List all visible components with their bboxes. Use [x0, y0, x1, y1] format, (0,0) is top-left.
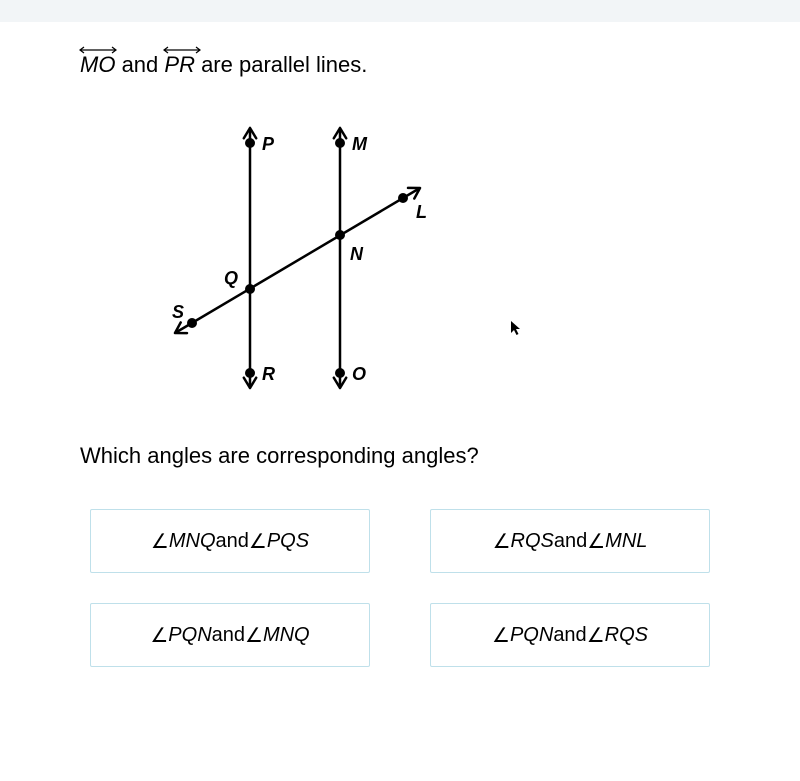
- angle-symbol: ∠: [493, 529, 511, 554]
- segment-pr: PR: [164, 48, 195, 78]
- choice-2[interactable]: ∠RQS and ∠MNL: [430, 509, 710, 573]
- intro-text: MO and PR are parallel lines.: [80, 48, 730, 78]
- angle-symbol: ∠: [151, 529, 169, 554]
- svg-text:P: P: [262, 134, 275, 154]
- angle-symbol: ∠: [150, 623, 168, 648]
- answer-choices: ∠MNQ and ∠PQS ∠RQS and ∠MNL ∠PQN and ∠MN…: [90, 509, 730, 667]
- svg-text:M: M: [352, 134, 368, 154]
- choice-3[interactable]: ∠PQN and ∠MNQ: [90, 603, 370, 667]
- choice-4[interactable]: ∠PQN and ∠RQS: [430, 603, 710, 667]
- svg-text:Q: Q: [224, 268, 238, 288]
- conj: and: [553, 624, 586, 647]
- cursor-icon: [510, 320, 522, 339]
- angle-label: PQS: [267, 530, 309, 553]
- intro-mid: and: [115, 52, 164, 77]
- angle-label: MNQ: [169, 530, 216, 553]
- angle-label: MNQ: [263, 624, 310, 647]
- angle-label: PQN: [168, 624, 211, 647]
- geometry-diagram: P R M O Q N S L: [120, 108, 460, 408]
- angle-symbol: ∠: [249, 529, 267, 554]
- intro-tail: are parallel lines.: [195, 52, 367, 77]
- conj: and: [216, 530, 249, 553]
- angle-label: MNL: [605, 530, 647, 553]
- conj: and: [554, 530, 587, 553]
- conj: and: [212, 624, 245, 647]
- question-text: Which angles are corresponding angles?: [80, 443, 730, 469]
- seg-mo-label: MO: [80, 52, 115, 77]
- angle-symbol: ∠: [587, 623, 605, 648]
- double-arrow-icon: [162, 46, 202, 54]
- angle-label: RQS: [511, 530, 554, 553]
- angle-label: PQN: [510, 624, 553, 647]
- angle-symbol: ∠: [245, 623, 263, 648]
- angle-label: RQS: [605, 624, 648, 647]
- svg-text:S: S: [172, 302, 184, 322]
- seg-pr-label: PR: [164, 52, 195, 77]
- svg-text:O: O: [352, 364, 366, 384]
- svg-text:L: L: [416, 202, 427, 222]
- choice-1[interactable]: ∠MNQ and ∠PQS: [90, 509, 370, 573]
- angle-symbol: ∠: [492, 623, 510, 648]
- segment-mo: MO: [80, 48, 115, 78]
- svg-text:R: R: [262, 364, 275, 384]
- top-bar: [0, 0, 800, 22]
- double-arrow-icon: [78, 46, 118, 54]
- diagram: P R M O Q N S L: [120, 108, 460, 413]
- svg-text:N: N: [350, 244, 364, 264]
- content-area: MO and PR are parallel lines. PRMOQNSL W…: [0, 22, 800, 667]
- angle-symbol: ∠: [587, 529, 605, 554]
